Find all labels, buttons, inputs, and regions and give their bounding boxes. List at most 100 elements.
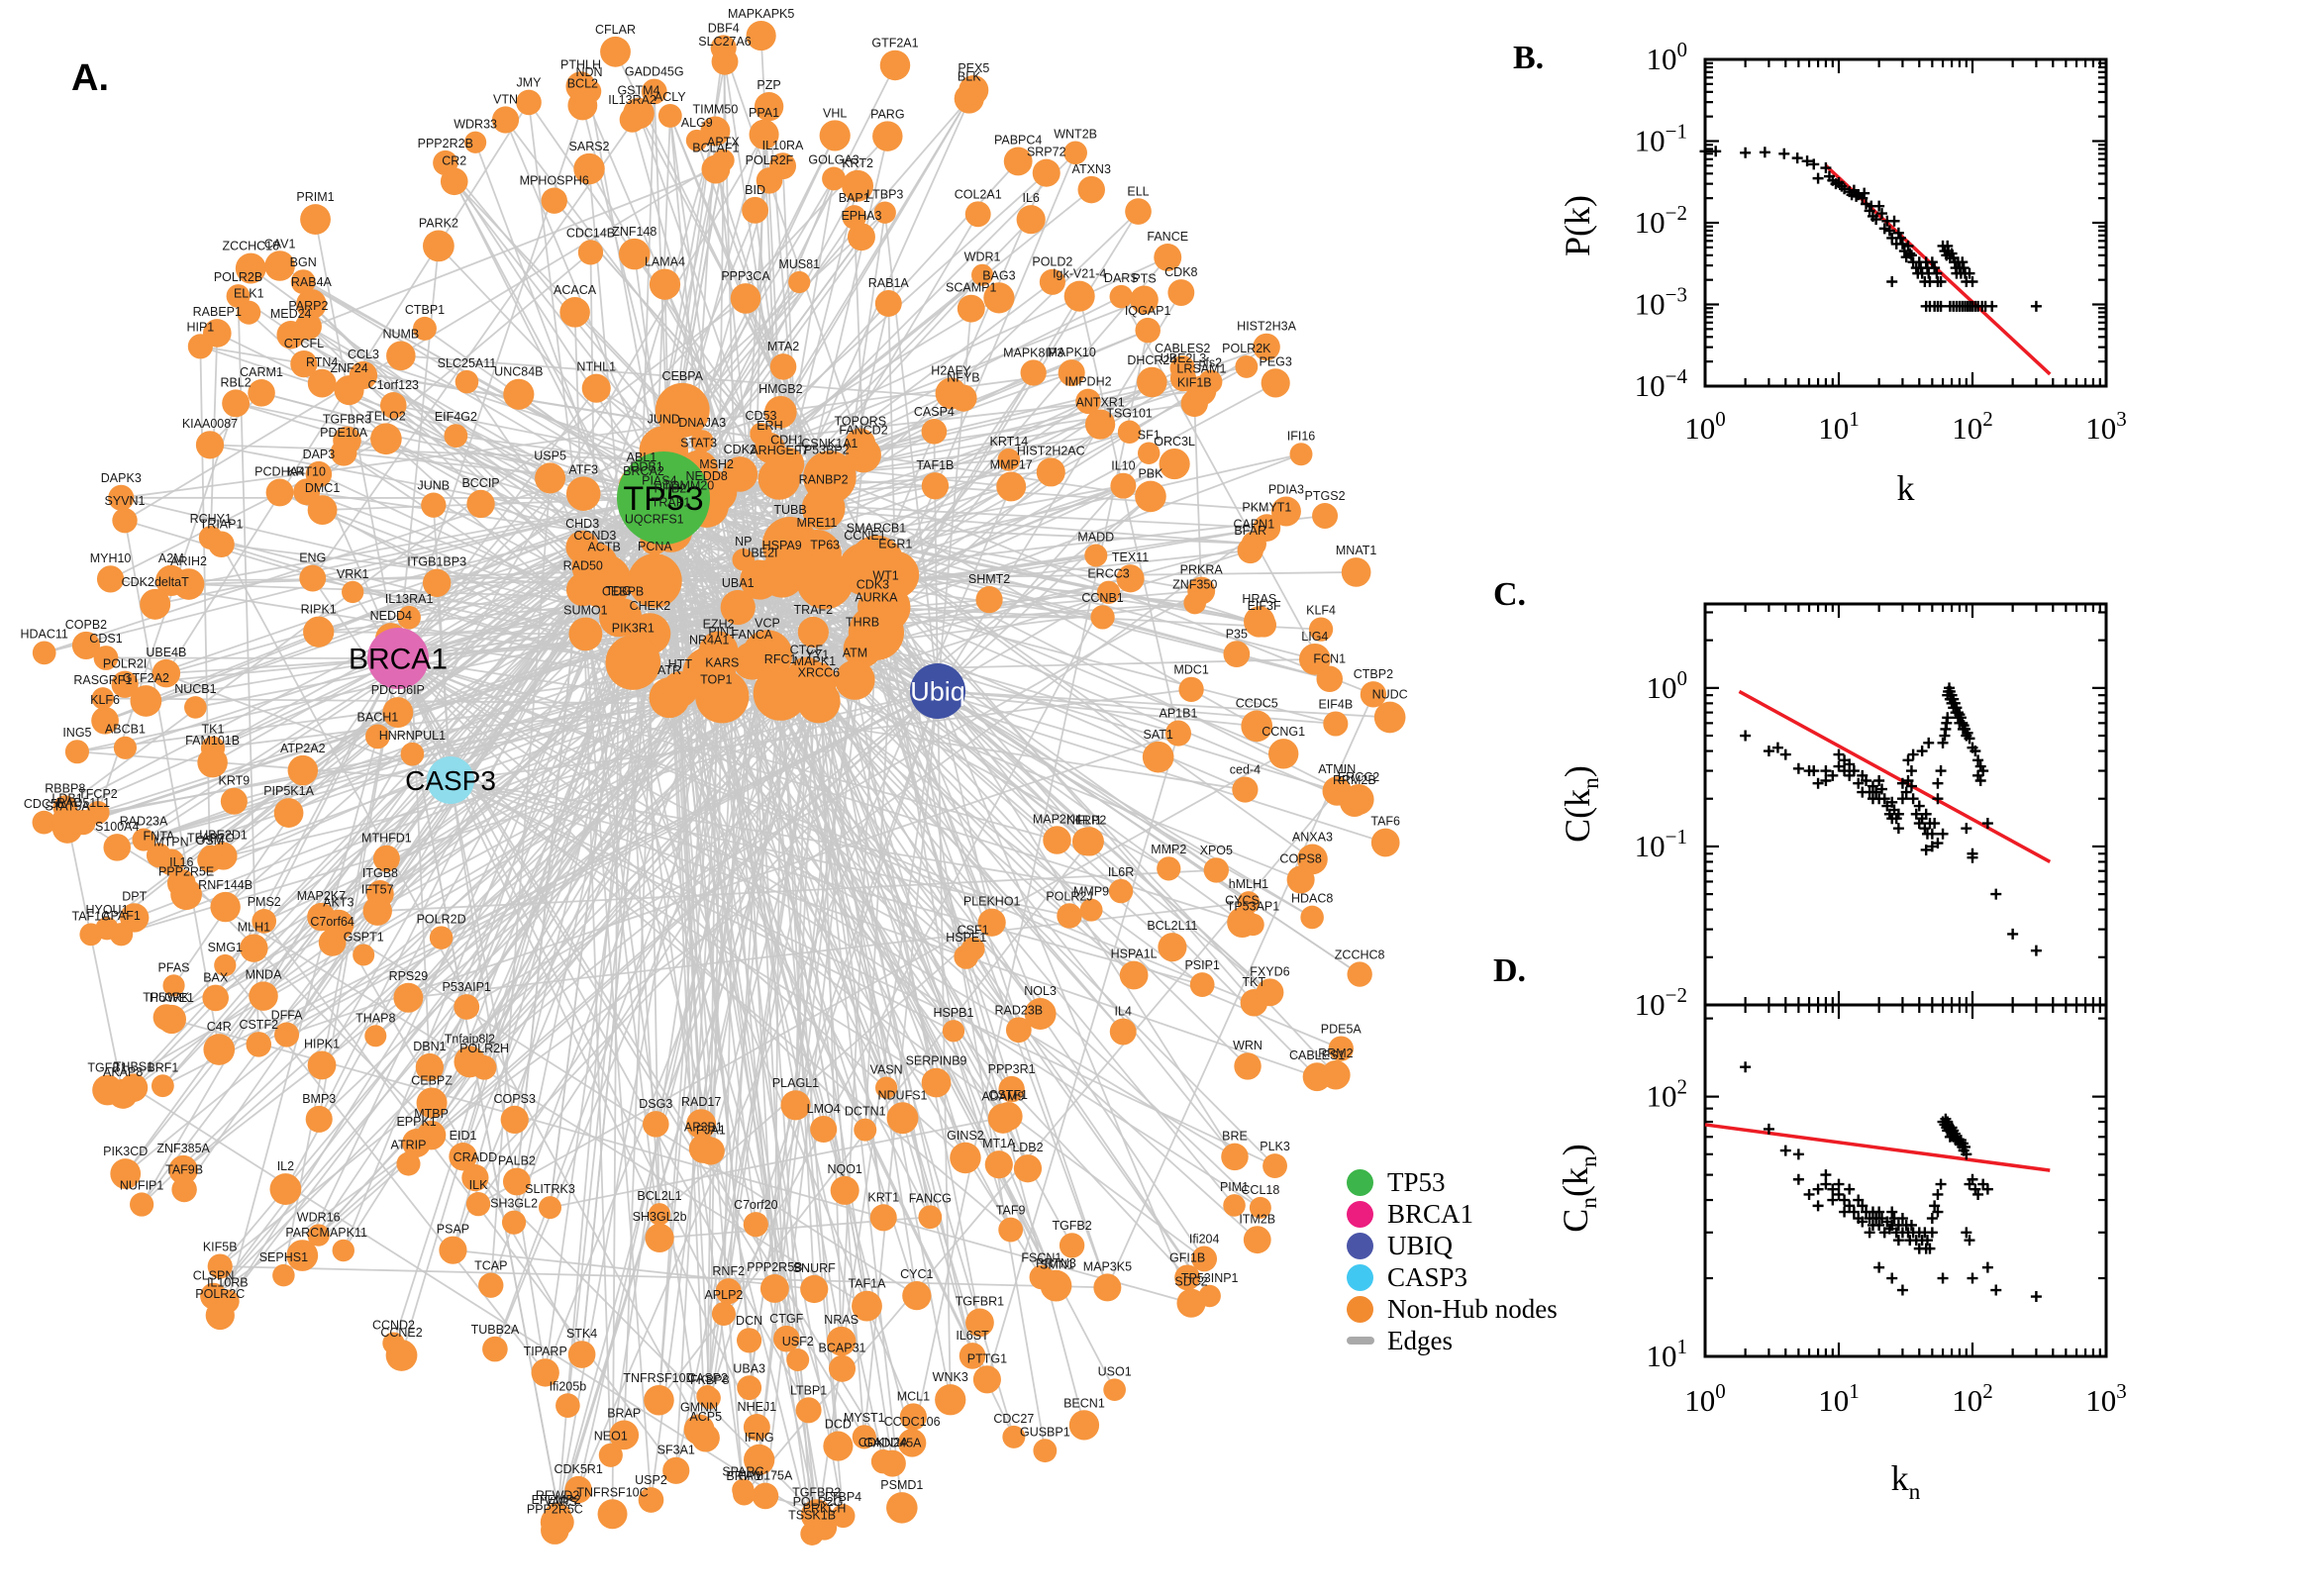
non-hub-node bbox=[274, 1022, 300, 1047]
non-hub-node bbox=[750, 422, 772, 446]
gene-label: ATF3 bbox=[568, 462, 598, 476]
gene-label: CCL3 bbox=[348, 348, 379, 361]
gene-label: PDE10A bbox=[320, 426, 368, 440]
non-hub-node bbox=[996, 471, 1027, 502]
non-hub-node bbox=[444, 424, 468, 449]
data-point bbox=[1964, 733, 1975, 745]
non-hub-node bbox=[740, 559, 780, 600]
gene-label: SRP72 bbox=[1027, 146, 1066, 159]
legend-label: Edges bbox=[1387, 1325, 1453, 1355]
data-point bbox=[1833, 748, 1845, 760]
non-hub-node bbox=[800, 1522, 824, 1546]
non-hub-node bbox=[296, 288, 327, 320]
data-point bbox=[1867, 780, 1878, 792]
gene-label: HIP1 bbox=[186, 320, 214, 334]
non-hub-node bbox=[879, 50, 911, 81]
edge bbox=[937, 308, 972, 692]
non-hub-node bbox=[1169, 355, 1195, 381]
gene-label: RABEP1 bbox=[193, 305, 242, 319]
gene-label: TGFB2 bbox=[1052, 1219, 1091, 1233]
gene-label: LIG4 bbox=[1301, 630, 1328, 644]
gene-label: UNC84B bbox=[494, 365, 543, 379]
gene-label: NDN bbox=[576, 65, 603, 79]
non-hub-node bbox=[454, 1046, 486, 1078]
hub-label-casp3: CASP3 bbox=[405, 765, 496, 796]
legend-label: Non-Hub nodes bbox=[1387, 1293, 1558, 1324]
gene-label: PTS bbox=[1132, 272, 1156, 286]
non-hub-node bbox=[439, 1236, 467, 1264]
gene-label: TOMM20 bbox=[662, 478, 714, 492]
gene-label: HDAC11 bbox=[20, 628, 67, 642]
gene-label: TGFBR2 bbox=[792, 1485, 841, 1499]
data-point bbox=[1905, 1219, 1917, 1231]
non-hub-node bbox=[698, 1386, 721, 1410]
non-hub-node bbox=[1370, 828, 1400, 857]
data-point bbox=[1812, 1183, 1824, 1195]
non-hub-node bbox=[972, 1365, 1001, 1394]
gene-label: ACACA bbox=[554, 283, 597, 297]
non-hub-node bbox=[91, 687, 115, 710]
gene-label: RAD23A bbox=[120, 815, 168, 829]
gene-label: RANBP2 bbox=[799, 472, 849, 486]
gene-label: SH3GL2b bbox=[633, 1210, 687, 1224]
node-swatch-icon bbox=[1347, 1200, 1373, 1228]
data-point bbox=[1848, 1206, 1860, 1218]
y-tick-label: 10−1 bbox=[1635, 120, 1687, 158]
gene-label: Ifi204 bbox=[1189, 1233, 1220, 1247]
non-hub-node bbox=[385, 1340, 418, 1371]
gene-label: AURKA bbox=[855, 591, 898, 605]
gene-label: WRN bbox=[1233, 1039, 1262, 1052]
non-hub-node bbox=[1125, 198, 1152, 225]
gene-label: NLRP2 bbox=[1066, 814, 1106, 828]
edge bbox=[257, 633, 652, 1046]
gene-label: EPHA3 bbox=[841, 209, 881, 223]
edge bbox=[124, 159, 724, 522]
data-point bbox=[1929, 1200, 1941, 1212]
non-hub-node bbox=[393, 982, 424, 1013]
non-hub-node bbox=[429, 926, 454, 949]
gene-label: UBA3 bbox=[733, 1361, 765, 1375]
edge bbox=[429, 495, 1152, 1068]
non-hub-node bbox=[1322, 776, 1353, 806]
gene-label: ABL1 bbox=[627, 450, 657, 464]
non-hub-node bbox=[598, 1443, 623, 1467]
data-point bbox=[1853, 1194, 1865, 1206]
gene-label: LTBP3 bbox=[866, 188, 903, 202]
non-hub-node bbox=[120, 903, 150, 933]
non-hub-node bbox=[957, 294, 985, 323]
data-point bbox=[1905, 780, 1917, 792]
non-hub-node bbox=[1261, 368, 1290, 398]
gene-label: CDKN2A bbox=[858, 1436, 909, 1449]
gene-label: CDH1 bbox=[770, 434, 804, 448]
non-hub-node bbox=[501, 1210, 527, 1235]
edge bbox=[397, 657, 1342, 1049]
data-point bbox=[1864, 1227, 1875, 1239]
data-point bbox=[1873, 1206, 1885, 1218]
non-hub-node bbox=[111, 670, 139, 698]
axis-ticks bbox=[1703, 57, 2108, 388]
gene-label: SERPINB9 bbox=[906, 1054, 967, 1068]
non-hub-node bbox=[1040, 1269, 1072, 1302]
non-hub-node bbox=[874, 290, 902, 317]
gene-label: PSMD1 bbox=[880, 1478, 923, 1492]
gene-label: RIPK1 bbox=[301, 603, 337, 617]
non-hub-node bbox=[795, 1397, 822, 1424]
gene-label: CDC5L bbox=[24, 797, 64, 811]
gene-label: POLR2I bbox=[103, 657, 147, 671]
gene-label: TELO2 bbox=[366, 409, 406, 423]
edge bbox=[397, 546, 583, 714]
edge bbox=[544, 580, 656, 1373]
gene-label: MAPK1 bbox=[794, 654, 836, 668]
edge bbox=[220, 1265, 1108, 1289]
gene-label: ABCB1 bbox=[105, 723, 146, 737]
gene-label: RTN4 bbox=[306, 355, 338, 369]
edge bbox=[704, 212, 886, 1439]
legend-item-ubiq: UBIQ bbox=[1347, 1230, 1558, 1261]
data-point bbox=[1886, 796, 1898, 808]
gene-label: C1orf123 bbox=[368, 378, 419, 392]
non-hub-node bbox=[538, 1196, 562, 1220]
gene-label: VHL bbox=[823, 106, 847, 120]
gene-label: SARS2 bbox=[569, 140, 610, 153]
gene-label: CABLES2 bbox=[1155, 342, 1210, 355]
gene-label: USF2 bbox=[782, 1335, 814, 1348]
